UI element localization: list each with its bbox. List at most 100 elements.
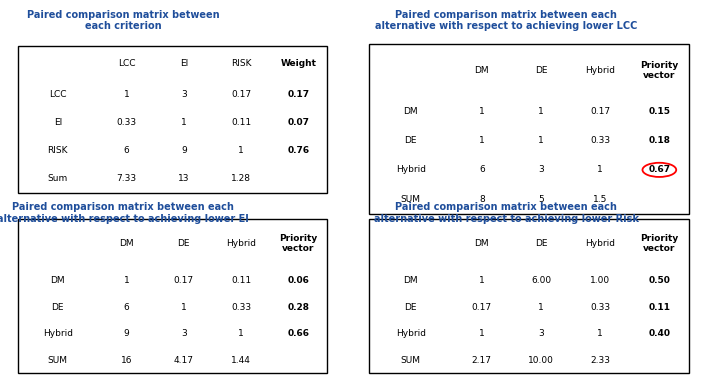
Text: 1.00: 1.00 <box>590 276 610 285</box>
Text: DM: DM <box>475 66 489 75</box>
Text: 3: 3 <box>181 90 187 99</box>
Text: Weight: Weight <box>280 59 316 68</box>
Text: 0.33: 0.33 <box>590 136 610 145</box>
Text: Priority
vector: Priority vector <box>640 61 678 80</box>
Text: 1: 1 <box>181 118 187 127</box>
Text: 1: 1 <box>181 303 187 311</box>
Text: DE: DE <box>535 239 547 248</box>
Text: 13: 13 <box>178 174 190 183</box>
Text: 1: 1 <box>479 136 484 145</box>
Text: 3: 3 <box>538 166 544 174</box>
Text: 6: 6 <box>479 166 484 174</box>
Text: 1: 1 <box>124 90 129 99</box>
Text: 1: 1 <box>598 166 603 174</box>
Text: 1: 1 <box>479 276 484 285</box>
Text: RISK: RISK <box>48 146 68 155</box>
Text: Paired comparison matrix between
each criterion: Paired comparison matrix between each cr… <box>27 10 219 31</box>
Text: 3: 3 <box>538 329 544 338</box>
Text: 0.11: 0.11 <box>231 276 251 285</box>
Text: 0.11: 0.11 <box>648 303 671 311</box>
Text: 4.17: 4.17 <box>174 356 194 365</box>
Text: 1: 1 <box>538 136 544 145</box>
Text: DM: DM <box>51 276 65 285</box>
Text: 0.66: 0.66 <box>288 329 309 338</box>
Text: 0.18: 0.18 <box>648 136 671 145</box>
Text: DM: DM <box>404 276 418 285</box>
Text: 0.76: 0.76 <box>288 146 309 155</box>
Text: 8: 8 <box>479 194 484 204</box>
Text: 2.17: 2.17 <box>472 356 492 365</box>
Text: Hybrid: Hybrid <box>396 329 425 338</box>
Text: 0.15: 0.15 <box>648 107 671 116</box>
Text: 9: 9 <box>124 329 129 338</box>
Text: 1: 1 <box>238 329 244 338</box>
Text: Hybrid: Hybrid <box>585 239 615 248</box>
Text: 1.5: 1.5 <box>593 194 607 204</box>
Text: EI: EI <box>53 118 62 127</box>
Text: Hybrid: Hybrid <box>43 329 73 338</box>
Text: Hybrid: Hybrid <box>226 239 256 248</box>
Text: 0.17: 0.17 <box>590 107 610 116</box>
Text: DM: DM <box>475 239 489 248</box>
Text: 1: 1 <box>598 329 603 338</box>
Text: Sum: Sum <box>48 174 68 183</box>
Text: 0.07: 0.07 <box>288 118 309 127</box>
Text: 1: 1 <box>238 146 244 155</box>
Text: DE: DE <box>51 303 64 311</box>
Text: 0.33: 0.33 <box>231 303 251 311</box>
Text: 5: 5 <box>538 194 544 204</box>
Text: Paired comparison matrix between each
alternative with respect to achieving lowe: Paired comparison matrix between each al… <box>374 202 638 224</box>
Text: DE: DE <box>178 239 190 248</box>
Text: 1: 1 <box>479 329 484 338</box>
Text: SUM: SUM <box>401 356 420 365</box>
Text: 0.28: 0.28 <box>288 303 309 311</box>
Text: 1.28: 1.28 <box>231 174 251 183</box>
Text: 0.33: 0.33 <box>117 118 136 127</box>
Text: DE: DE <box>404 136 417 145</box>
Text: Priority
vector: Priority vector <box>640 234 678 253</box>
Text: 1.44: 1.44 <box>231 356 251 365</box>
Text: 1: 1 <box>479 107 484 116</box>
Text: Hybrid: Hybrid <box>396 166 425 174</box>
Text: DM: DM <box>120 239 134 248</box>
Text: DE: DE <box>404 303 417 311</box>
Text: Priority
vector: Priority vector <box>279 234 318 253</box>
Text: Paired comparison matrix between each
alternative with respect to achieving lowe: Paired comparison matrix between each al… <box>375 10 638 31</box>
Text: SUM: SUM <box>48 356 67 365</box>
Text: Hybrid: Hybrid <box>585 66 615 75</box>
FancyBboxPatch shape <box>18 219 327 373</box>
Text: 6: 6 <box>124 146 129 155</box>
FancyBboxPatch shape <box>369 44 689 214</box>
Text: 16: 16 <box>121 356 132 365</box>
FancyBboxPatch shape <box>369 219 689 373</box>
Text: SUM: SUM <box>401 194 420 204</box>
Text: 0.17: 0.17 <box>288 90 309 99</box>
Text: 0.67: 0.67 <box>648 166 671 174</box>
Text: 0.17: 0.17 <box>174 276 194 285</box>
Text: 2.33: 2.33 <box>591 356 610 365</box>
Text: 1: 1 <box>538 107 544 116</box>
Text: LCC: LCC <box>118 59 136 68</box>
Text: 3: 3 <box>181 329 187 338</box>
Text: 9: 9 <box>181 146 187 155</box>
Text: 0.40: 0.40 <box>648 329 671 338</box>
Text: 0.06: 0.06 <box>288 276 309 285</box>
Text: Paired comparison matrix between each
alternative with respect to achieving lowe: Paired comparison matrix between each al… <box>0 202 249 224</box>
FancyBboxPatch shape <box>18 46 327 192</box>
Text: 0.11: 0.11 <box>231 118 251 127</box>
Text: 6: 6 <box>124 303 129 311</box>
Text: 0.17: 0.17 <box>472 303 492 311</box>
Text: 10.00: 10.00 <box>528 356 554 365</box>
Text: EI: EI <box>180 59 188 68</box>
Text: DM: DM <box>404 107 418 116</box>
Text: 0.33: 0.33 <box>590 303 610 311</box>
Text: 1: 1 <box>124 276 129 285</box>
Text: 6.00: 6.00 <box>531 276 551 285</box>
Text: 7.33: 7.33 <box>117 174 136 183</box>
Text: DE: DE <box>535 66 547 75</box>
Text: LCC: LCC <box>49 90 67 99</box>
Text: RISK: RISK <box>231 59 251 68</box>
Text: 1: 1 <box>538 303 544 311</box>
Text: 0.17: 0.17 <box>231 90 251 99</box>
Text: 0.50: 0.50 <box>648 276 670 285</box>
